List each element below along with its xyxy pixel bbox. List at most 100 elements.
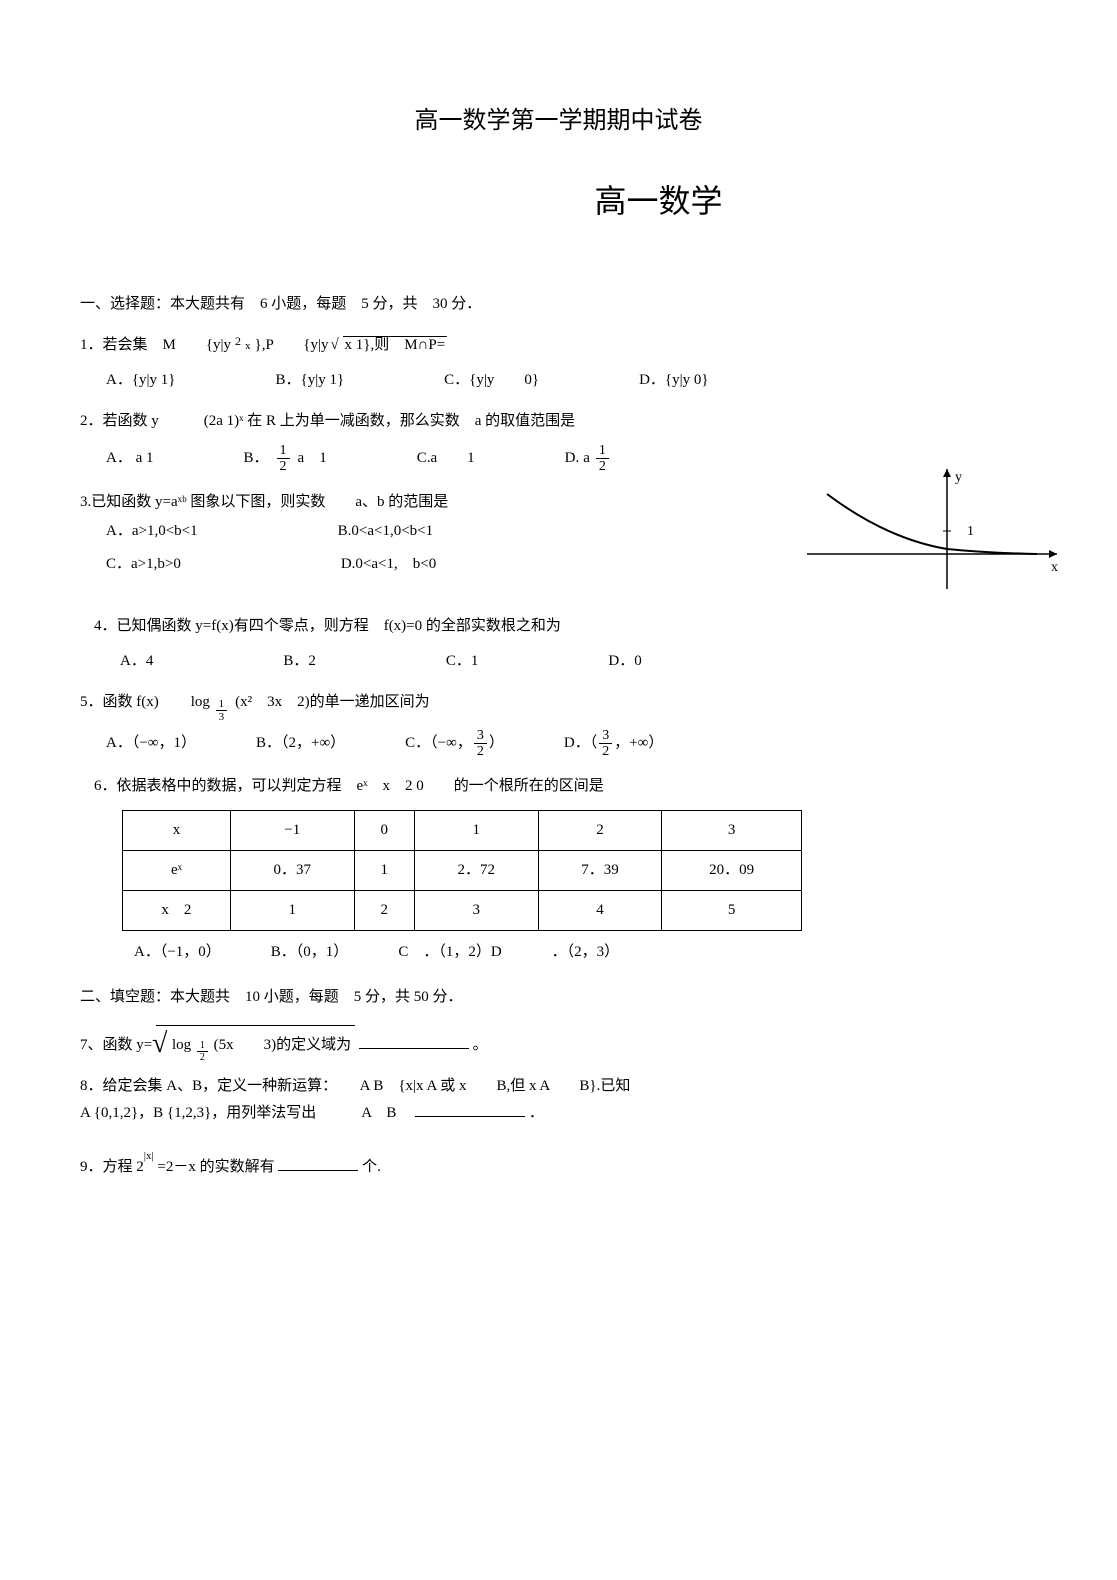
section-1-heading: 一、选择题：本大题共有 6 小题，每题 5 分，共 30 分． [80, 291, 1037, 318]
q4-opt-a: A．4 [120, 648, 153, 675]
cell: 20．09 [662, 851, 802, 891]
q3-stem: 3.已知函数 y=aˣᵇ 图象以下图，则实数 a、b 的范围是 [80, 489, 680, 516]
cell: 2 [354, 891, 414, 931]
question-4: 4．已知偶函数 y=f(x)有四个零点，则方程 f(x)=0 的全部实数根之和为… [80, 613, 1037, 675]
graph-y-label: y [955, 470, 962, 485]
q6-opt-b: B．（0，1） [271, 939, 349, 966]
q2-b-mid: a 1 [298, 445, 327, 472]
question-8: 8．给定会集 A、B，定义一种新运算： A B {x|x A 或 x B,但 x… [80, 1073, 1037, 1127]
q6-opt-d: ．（2，3） [552, 939, 620, 966]
table-row: x −1 0 1 2 3 [123, 811, 802, 851]
question-3: 3.已知函数 y=aˣᵇ 图象以下图，则实数 a、b 的范围是 A．a>1,0<… [80, 489, 1037, 599]
q4-stem: 4．已知偶函数 y=f(x)有四个零点，则方程 f(x)=0 的全部实数根之和为 [94, 613, 1037, 640]
q5-opt-d-pre: D．（ [564, 730, 597, 757]
cell: 1 [230, 891, 354, 931]
cell: x [123, 811, 231, 851]
q5d-n: 3 [599, 728, 612, 744]
question-9: 9．方程 2|x| =2－x 的实数解有 个. [80, 1153, 1037, 1181]
blank-field[interactable] [278, 1156, 358, 1171]
graph-one: 1 [967, 524, 974, 539]
fraction-half-1: 12 [277, 443, 290, 475]
q5c-d: 2 [474, 744, 487, 759]
q5-opt-b: B．（2，+∞） [256, 730, 345, 757]
q1-opt-d: D．{y|y 0} [639, 367, 709, 394]
frac-n: 1 [277, 443, 290, 459]
cell: 0．37 [230, 851, 354, 891]
q3-opt-c: C．a>1,b>0 [106, 551, 181, 578]
q1-opt-b: B．{y|y 1} [276, 367, 345, 394]
q2-a: a 1 [136, 450, 154, 466]
q6-opt-a: A．（−1，0） [134, 939, 221, 966]
q1-stem-a: 1．若会集 M {y|y [80, 332, 231, 359]
q4-opt-c: C．1 [446, 648, 479, 675]
cell: 3 [662, 811, 802, 851]
cell: x 2 [123, 891, 231, 931]
q3-opt-b: B.0<a<1,0<b<1 [338, 518, 434, 545]
q5-frac-c: 32 [474, 728, 487, 760]
q5-stem-a: 5．函数 f(x) [80, 689, 159, 716]
question-7: 7、函数 y= √ log 1 2 (5x 3)的定义域为 。 [80, 1025, 1037, 1059]
q2-d-pre: D. [565, 445, 580, 472]
q5c-n: 3 [474, 728, 487, 744]
q1-exp: 2 [235, 331, 241, 353]
q5-base-d: 3 [216, 711, 228, 723]
q5-log: log [191, 694, 210, 710]
graph-svg: 1 y x [807, 469, 1067, 599]
q1-opt-a: A．{y|y 1} [106, 367, 176, 394]
section-2-heading: 二、填空题：本大题共 10 小题，每题 5 分，共 50 分． [80, 984, 1037, 1011]
frac-d2: 2 [596, 459, 609, 474]
q4-opt-d: D．0 [608, 648, 641, 675]
question-5: 5．函数 f(x) log 1 3 (x² 3x 2)的单一递加区间为 A．（−… [80, 689, 1037, 760]
q1-stem-c: },P {y|y [255, 332, 329, 359]
q5-frac-d: 32 [599, 728, 612, 760]
q1-radicand: x 1},则 M∩P= [343, 336, 448, 353]
frac-n2: 1 [596, 443, 609, 459]
sqrt-icon: x 1},则 M∩P= [333, 332, 448, 359]
doc-main-title: 高一数学第一学期期中试卷 [80, 100, 1037, 143]
q8-end: ． [529, 1105, 544, 1121]
q7-stem-a: 7、函数 y= [80, 1037, 152, 1053]
x-arrow-icon [1049, 550, 1057, 558]
q5-opt-c-pre: C．（−∞， [405, 730, 472, 757]
q2-c: a 1 [430, 450, 474, 466]
q7-base: 1 2 [197, 1040, 208, 1063]
cell: 0 [354, 811, 414, 851]
cell: 7．39 [538, 851, 662, 891]
cell: 4 [538, 891, 662, 931]
q9-exp: |x| [144, 1150, 154, 1162]
blank-field[interactable] [359, 1034, 469, 1049]
q7-base-n: 1 [197, 1040, 208, 1052]
question-1: 1．若会集 M {y|y 2x },P {y|y x 1},则 M∩P= A．{… [80, 332, 1037, 394]
q3-graph: 1 y x [807, 469, 1067, 589]
q5-base-n: 1 [216, 698, 228, 711]
q8-line2-a: A {0,1,2}，B {1,2,3}，用列举法写出 A B [80, 1105, 411, 1121]
q7-base-d: 2 [197, 1052, 208, 1063]
table-row: eˣ 0．37 1 2．72 7．39 20．09 [123, 851, 802, 891]
question-6: 6．依据表格中的数据，可以判定方程 eˣ x 2 0 的一个根所在的区间是 x … [80, 773, 1037, 966]
table-row: x 2 1 2 3 4 5 [123, 891, 802, 931]
frac-d: 2 [277, 459, 290, 474]
q6-table: x −1 0 1 2 3 eˣ 0．37 1 2．72 7．39 20．09 x… [122, 810, 802, 931]
q7-log: log [172, 1037, 191, 1053]
q5d-d: 2 [599, 744, 612, 759]
blank-field[interactable] [415, 1102, 525, 1117]
q5-opt-d-post: ，+∞） [614, 730, 663, 757]
cell: 1 [414, 811, 538, 851]
q2-b-pre: B． [244, 445, 269, 472]
q5-opt-a: A．（−∞，1） [106, 730, 196, 757]
q5-opt-c-post: ） [489, 730, 504, 757]
q9-end: 个. [362, 1159, 381, 1175]
y-arrow-icon [943, 469, 951, 477]
q3-opt-a: A．a>1,0<b<1 [106, 518, 198, 545]
q2-c-pre: C. [417, 450, 431, 466]
q2-a-pre: A． [106, 450, 132, 466]
cell: 2 [538, 811, 662, 851]
q7-stem-b: (5x 3)的定义域为 [214, 1037, 352, 1053]
fraction-half-2: 12 [596, 443, 609, 475]
doc-sub-title: 高一数学 [80, 173, 1037, 231]
q4-opt-b: B．2 [283, 648, 316, 675]
q2-d-mid: a [583, 445, 590, 472]
graph-x-label: x [1051, 560, 1058, 575]
cell: eˣ [123, 851, 231, 891]
question-2: 2．若函数 y (2a 1)ˣ 在 R 上为单一减函数，那么实数 a 的取值范围… [80, 408, 1037, 475]
